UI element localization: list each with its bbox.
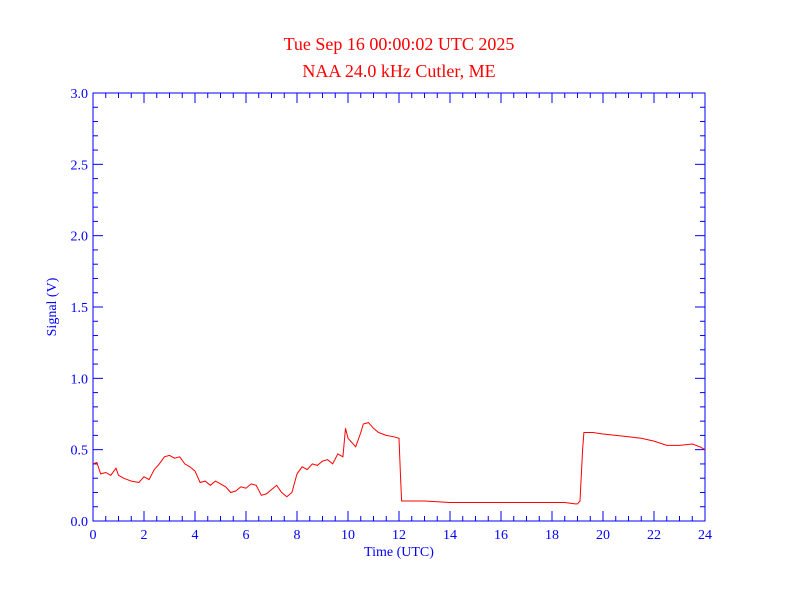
x-tick-label: 20 xyxy=(596,528,610,543)
y-tick-label: 2.0 xyxy=(71,230,89,245)
x-tick-label: 12 xyxy=(392,528,406,543)
plot-frame xyxy=(92,92,706,522)
y-tick-label: 0.0 xyxy=(71,515,89,530)
x-tick-label: 14 xyxy=(443,528,457,543)
x-tick-label: 18 xyxy=(545,528,559,543)
y-tick-label: 3.0 xyxy=(71,87,89,102)
chart-subtitle: NAA 24.0 kHz Cutler, ME xyxy=(302,61,495,81)
axis-ticks xyxy=(92,92,706,522)
y-tick-label: 1.5 xyxy=(71,301,89,316)
axis-tick-labels: 0 2 4 6 8 10 12 14 16 18 20 22 240.00.51.01.52.02.53… xyxy=(71,87,713,543)
signal-series-line xyxy=(92,422,706,505)
x-tick-label: 2 xyxy=(141,528,148,543)
x-axis-label: Time (UTC) xyxy=(364,545,434,560)
x-tick-label: 0 xyxy=(90,528,97,543)
x-tick-label: 6 xyxy=(243,528,250,543)
x-tick-label: 8 xyxy=(294,528,301,543)
y-tick-label: 1.0 xyxy=(71,372,89,387)
x-tick-label: 24 xyxy=(698,528,712,543)
y-tick-label: 2.5 xyxy=(71,158,89,173)
chart-title: Tue Sep 16 00:00:02 UTC 2025 xyxy=(284,34,515,54)
y-tick-label: 0.5 xyxy=(71,444,89,459)
x-tick-label: 16 xyxy=(494,528,508,543)
y-axis-label: Signal (V) xyxy=(45,277,60,336)
x-tick-label: 4 xyxy=(192,528,199,543)
x-tick-label: 10 xyxy=(341,528,355,543)
x-tick-label: 22 xyxy=(647,528,661,543)
